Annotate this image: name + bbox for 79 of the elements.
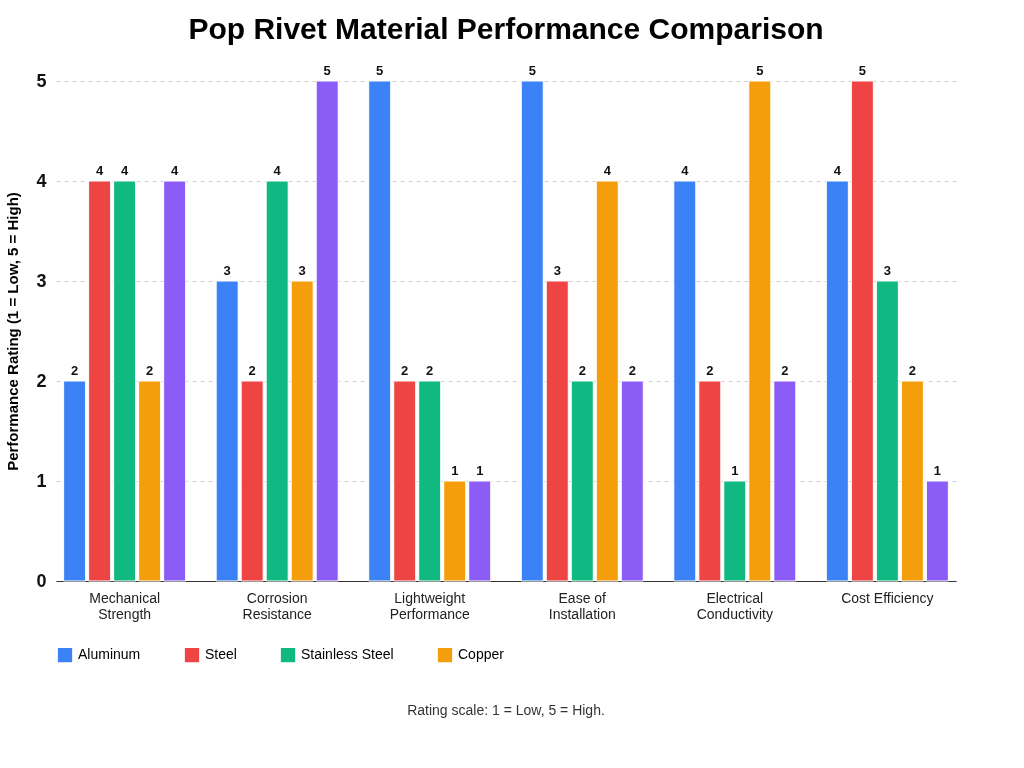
bar: [520, 80, 544, 582]
bar: [825, 180, 849, 582]
data-label: 2: [706, 363, 714, 378]
bar: [215, 280, 239, 582]
bar: [315, 80, 339, 582]
bar: [673, 180, 697, 582]
bar: [290, 280, 314, 582]
bar: [620, 380, 644, 582]
y-tick-label: 1: [36, 470, 47, 491]
bar: [595, 180, 619, 582]
bar: [138, 380, 162, 582]
legend-label: Copper: [458, 646, 505, 663]
data-label: 5: [323, 63, 331, 78]
data-label: 2: [781, 363, 789, 378]
bar: [418, 380, 442, 582]
bar: [393, 380, 417, 582]
data-label: 4: [96, 163, 105, 178]
y-tick-label: 5: [36, 70, 47, 91]
x-tick-label: Cost Efficiency: [841, 589, 934, 606]
data-label: 5: [376, 63, 384, 78]
bar: [468, 480, 492, 582]
y-tick-label: 0: [36, 570, 47, 591]
data-label: 2: [578, 363, 586, 378]
data-label: 2: [401, 363, 409, 378]
data-label: 3: [553, 263, 561, 278]
data-label: 1: [731, 463, 739, 478]
data-label: 1: [451, 463, 459, 478]
y-tick-label: 2: [36, 370, 47, 391]
data-label: 4: [681, 163, 690, 178]
data-label: 5: [858, 63, 866, 78]
bar: [748, 80, 772, 582]
bar: [925, 480, 949, 582]
data-label: 5: [528, 63, 536, 78]
data-label: 2: [248, 363, 256, 378]
x-tick-label: Lightweight Performance: [389, 589, 471, 622]
data-label: 4: [603, 163, 612, 178]
bar: [368, 80, 392, 582]
data-label: 3: [223, 263, 231, 278]
data-label: 3: [883, 263, 891, 278]
bar: [63, 380, 87, 582]
chart-title: Pop Rivet Material Performance Comparison: [188, 12, 824, 45]
data-label: 3: [298, 263, 306, 278]
bar: [698, 380, 722, 582]
y-tick-label: 3: [36, 270, 47, 291]
data-label: 2: [71, 363, 79, 378]
bar: [265, 180, 289, 582]
x-tick-label: Electrical Conductivity: [696, 589, 773, 622]
bar: [723, 480, 747, 582]
bar: [443, 480, 467, 582]
y-axis-title: Performance Rating (1 = Low, 5 = High): [4, 192, 22, 471]
bar: [240, 380, 264, 582]
data-label: 2: [908, 363, 916, 378]
legend-label: Steel: [205, 646, 237, 663]
bar: [850, 80, 874, 582]
bar: [113, 180, 137, 582]
x-tick-label: Corrosion Resistance: [242, 589, 313, 622]
bar: [875, 280, 899, 582]
data-label: 4: [273, 163, 282, 178]
y-tick-label: 4: [36, 170, 47, 191]
bar: [900, 380, 924, 582]
bar: [88, 180, 112, 582]
data-label: 5: [756, 63, 764, 78]
data-label: 4: [833, 163, 842, 178]
text: Rating scale: 1 = Low, 5 = High.: [407, 702, 605, 718]
bar: [545, 280, 569, 582]
bar: [163, 180, 187, 582]
data-label: 1: [476, 463, 484, 478]
data-label: 2: [426, 363, 434, 378]
legend-label: Aluminum: [78, 646, 141, 663]
data-label: 4: [121, 163, 130, 178]
data-label: 2: [628, 363, 636, 378]
data-label: 2: [146, 363, 154, 378]
data-label: 4: [171, 163, 180, 178]
bar: [773, 380, 797, 582]
x-tick-label: Ease of Installation: [548, 589, 616, 622]
x-tick-label: Mechanical Strength: [89, 589, 161, 622]
legend-label: Stainless Steel: [301, 646, 394, 663]
data-label: 1: [933, 463, 941, 478]
bar: [570, 380, 594, 582]
